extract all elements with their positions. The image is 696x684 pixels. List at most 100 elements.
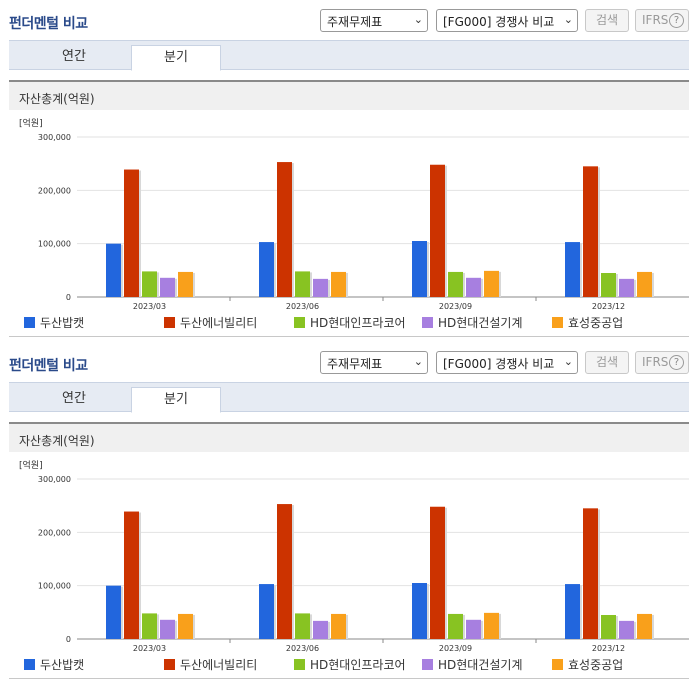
x-tick-label: 2023/09 bbox=[439, 302, 472, 310]
bar bbox=[583, 166, 598, 297]
bar bbox=[178, 271, 193, 297]
legend-item[interactable]: 두산밥캣 bbox=[24, 314, 84, 331]
x-tick-label: 2023/12 bbox=[592, 302, 625, 310]
divider bbox=[9, 336, 689, 337]
ifrs-label: IFRS bbox=[642, 13, 669, 27]
y-tick-label: 200,000 bbox=[38, 186, 71, 195]
help-icon: ? bbox=[669, 355, 684, 370]
bar bbox=[484, 612, 499, 639]
ifrs-help-button[interactable]: IFRS ? bbox=[635, 351, 689, 374]
total-assets-chart: [억원] 0 100,000 200,000 300,000 2023/03 2023/06… bbox=[9, 110, 689, 310]
bar bbox=[178, 613, 193, 639]
bar bbox=[331, 271, 346, 297]
panel-header: 펀더멘털 비교 주재무제표 ⌄ [FG000] 경쟁사 비교 ⌄ 검색 IFRS… bbox=[0, 0, 696, 40]
x-tick-label: 2023/03 bbox=[133, 644, 166, 652]
y-tick-label: 100,000 bbox=[38, 240, 71, 249]
section-header: 자산총계(억원) bbox=[9, 422, 689, 452]
bar bbox=[565, 242, 580, 297]
y-tick-label: 0 bbox=[66, 293, 71, 302]
tab-annual[interactable]: 연간 bbox=[62, 391, 86, 406]
legend-item[interactable]: HD현대건설기계 bbox=[422, 656, 523, 673]
statement-type-select[interactable]: 주재무제표 ⌄ bbox=[320, 351, 428, 374]
legend-label: 두산에너빌리티 bbox=[180, 658, 258, 672]
bar bbox=[601, 615, 616, 639]
period-tabs: 연간 분기 bbox=[9, 382, 689, 413]
bar bbox=[313, 620, 328, 639]
page-title: 펀더멘털 비교 bbox=[9, 16, 88, 32]
legend-item[interactable]: 두산에너빌리티 bbox=[164, 656, 257, 673]
search-button[interactable]: 검색 bbox=[585, 351, 629, 374]
bar bbox=[565, 584, 580, 639]
page-title: 펀더멘털 비교 bbox=[9, 358, 88, 374]
x-tick-label: 2023/09 bbox=[439, 644, 472, 652]
section-header: 자산총계(억원) bbox=[9, 80, 689, 110]
legend-label: 두산밥캣 bbox=[40, 658, 85, 672]
y-tick-label: 300,000 bbox=[38, 475, 71, 484]
legend-item[interactable]: 효성중공업 bbox=[552, 314, 623, 331]
y-tick-label: 0 bbox=[66, 635, 71, 644]
chart-legend: 두산밥캣 두산에너빌리티 HD현대인프라코어 HD현대건설기계 효성중공업 bbox=[24, 656, 684, 672]
statement-type-select[interactable]: 주재무제표 ⌄ bbox=[320, 9, 428, 32]
legend-item[interactable]: HD현대인프라코어 bbox=[294, 314, 406, 331]
divider bbox=[9, 678, 689, 679]
bar bbox=[448, 271, 463, 297]
chevron-down-icon: ⌄ bbox=[413, 13, 423, 26]
section-title: 자산총계(억원) bbox=[19, 434, 95, 448]
compare-group-select[interactable]: [FG000] 경쟁사 비교 ⌄ bbox=[436, 9, 578, 32]
legend-swatch bbox=[164, 317, 175, 328]
help-icon: ? bbox=[669, 13, 684, 28]
legend-item[interactable]: HD현대건설기계 bbox=[422, 314, 523, 331]
legend-swatch bbox=[294, 659, 305, 670]
bar bbox=[295, 613, 310, 639]
bar bbox=[466, 619, 481, 639]
bar bbox=[331, 613, 346, 639]
legend-swatch bbox=[422, 659, 433, 670]
tab-annual[interactable]: 연간 bbox=[62, 49, 86, 64]
bar bbox=[583, 508, 598, 639]
statement-type-value: 주재무제표 bbox=[327, 357, 383, 371]
legend-label: 효성중공업 bbox=[568, 316, 624, 330]
tab-quarter[interactable]: 분기 bbox=[131, 387, 221, 413]
bar bbox=[637, 613, 652, 639]
legend-swatch bbox=[552, 317, 563, 328]
bar bbox=[106, 585, 121, 639]
search-button[interactable]: 검색 bbox=[585, 9, 629, 32]
chart-legend: 두산밥캣 두산에너빌리티 HD현대인프라코어 HD현대건설기계 효성중공업 bbox=[24, 314, 684, 330]
y-axis-unit-label: [억원] bbox=[19, 117, 43, 129]
chevron-down-icon: ⌄ bbox=[413, 355, 423, 368]
x-tick-label: 2023/06 bbox=[286, 302, 319, 310]
bar bbox=[142, 613, 157, 639]
bar bbox=[466, 277, 481, 297]
legend-item[interactable]: HD현대인프라코어 bbox=[294, 656, 406, 673]
legend-swatch bbox=[164, 659, 175, 670]
bar bbox=[295, 271, 310, 297]
bar bbox=[160, 619, 175, 639]
panel-header: 펀더멘털 비교 주재무제표 ⌄ [FG000] 경쟁사 비교 ⌄ 검색 IFRS… bbox=[0, 342, 696, 382]
compare-group-select[interactable]: [FG000] 경쟁사 비교 ⌄ bbox=[436, 351, 578, 374]
bar bbox=[277, 162, 292, 297]
fundamental-compare-panel: 펀더멘털 비교 주재무제표 ⌄ [FG000] 경쟁사 비교 ⌄ 검색 IFRS… bbox=[0, 0, 696, 340]
ifrs-help-button[interactable]: IFRS ? bbox=[635, 9, 689, 32]
legend-swatch bbox=[24, 659, 35, 670]
legend-label: 두산밥캣 bbox=[40, 316, 85, 330]
y-tick-label: 200,000 bbox=[38, 528, 71, 537]
bar-chart-svg: [억원] 0 100,000 200,000 300,000 2023/03 2023/06… bbox=[19, 117, 689, 310]
legend-label: HD현대건설기계 bbox=[438, 316, 523, 330]
legend-item[interactable]: 효성중공업 bbox=[552, 656, 623, 673]
legend-label: HD현대인프라코어 bbox=[310, 658, 406, 672]
bar bbox=[484, 270, 499, 297]
ifrs-label: IFRS bbox=[642, 355, 669, 369]
bar bbox=[106, 243, 121, 297]
bar bbox=[619, 278, 634, 297]
legend-label: HD현대인프라코어 bbox=[310, 316, 406, 330]
bar bbox=[448, 613, 463, 639]
legend-item[interactable]: 두산밥캣 bbox=[24, 656, 84, 673]
fundamental-compare-panel: 펀더멘털 비교 주재무제표 ⌄ [FG000] 경쟁사 비교 ⌄ 검색 IFRS… bbox=[0, 342, 696, 682]
x-tick-label: 2023/12 bbox=[592, 644, 625, 652]
chevron-down-icon: ⌄ bbox=[563, 13, 573, 26]
y-tick-label: 300,000 bbox=[38, 133, 71, 142]
legend-item[interactable]: 두산에너빌리티 bbox=[164, 314, 257, 331]
tab-quarter[interactable]: 분기 bbox=[131, 45, 221, 71]
bar bbox=[277, 504, 292, 639]
x-tick-label: 2023/03 bbox=[133, 302, 166, 310]
